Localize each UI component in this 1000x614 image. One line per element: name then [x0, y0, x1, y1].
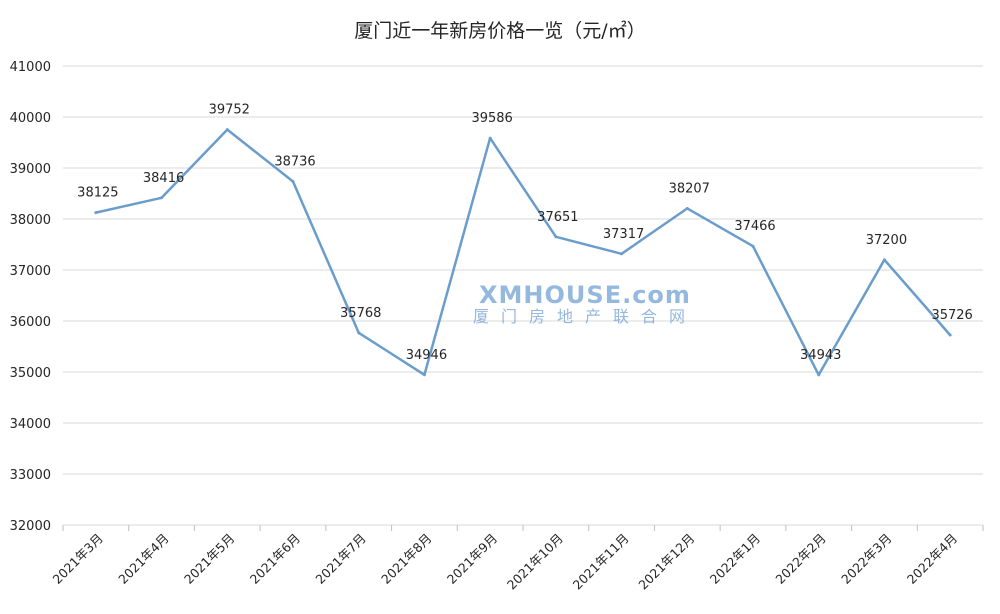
data-point: [554, 235, 558, 239]
y-tick-label: 35000: [10, 366, 51, 381]
data-labels: 38125 38416 39752 38736 35768 34946 39586 37651…: [77, 103, 973, 363]
y-tick-label: 34000: [10, 417, 51, 432]
x-tick-label: 2021年9月: [444, 531, 500, 587]
grid-lines: [63, 65, 983, 526]
data-point: [948, 333, 952, 337]
data-label: 37466: [734, 219, 775, 234]
y-tick-label: 41000: [10, 60, 51, 75]
data-point: [685, 206, 689, 210]
chart-title: 厦门近一年新房价格一览（元/㎡）: [354, 19, 645, 42]
data-point: [422, 373, 426, 377]
data-point: [357, 331, 361, 335]
x-tick-label: 2022年3月: [838, 531, 894, 587]
data-label: 38125: [77, 186, 118, 201]
data-point: [488, 136, 492, 140]
data-label: 34943: [800, 348, 841, 363]
data-point: [225, 128, 229, 132]
data-point: [160, 196, 164, 200]
x-tick-label: 2022年1月: [707, 531, 763, 587]
y-tick-label: 40000: [10, 111, 51, 126]
x-tick-label: 2021年10月: [504, 531, 566, 593]
data-point: [882, 258, 886, 262]
x-tick-label: 2021年12月: [635, 531, 697, 593]
y-tick-label: 37000: [10, 264, 51, 279]
y-tick-label: 38000: [10, 213, 51, 228]
x-tick-label: 2021年4月: [115, 531, 171, 587]
data-label: 39752: [209, 103, 250, 118]
data-label: 37651: [537, 210, 578, 225]
data-label: 34946: [406, 348, 447, 363]
data-label: 39586: [471, 111, 512, 126]
x-tick-label: 2021年5月: [181, 531, 237, 587]
data-point: [751, 244, 755, 248]
data-point: [817, 373, 821, 377]
y-tick-label: 36000: [10, 315, 51, 330]
y-tick-label: 32000: [10, 519, 51, 534]
y-tick-label: 39000: [10, 162, 51, 177]
y-axis-ticks: 32000 33000 34000 35000 36000 37000 38000 39000…: [10, 60, 51, 534]
data-label: 38736: [274, 154, 315, 169]
x-tick-label: 2021年7月: [312, 531, 368, 587]
y-tick-label: 33000: [10, 468, 51, 483]
data-point: [94, 211, 98, 215]
data-label: 38416: [143, 171, 184, 186]
data-label: 35768: [340, 306, 381, 321]
watermark-text: XMHOUSE.com: [479, 281, 691, 309]
data-label: 37317: [603, 227, 644, 242]
x-axis-ticks: 2021年3月 2021年4月 2021年5月 2021年6月 2021年7月 2021年…: [50, 525, 984, 593]
watermark-logo: XMHOUSE.com 厦门房地产联合网: [473, 281, 697, 326]
x-tick-label: 2021年3月: [50, 531, 106, 587]
data-point: [291, 179, 295, 183]
x-tick-label: 2022年4月: [904, 531, 960, 587]
series-line: [94, 128, 952, 377]
x-tick-label: 2021年8月: [378, 531, 434, 587]
data-label: 38207: [669, 181, 710, 196]
x-tick-label: 2022年2月: [772, 531, 828, 587]
x-tick-label: 2021年6月: [247, 531, 303, 587]
series-layer: [94, 128, 952, 377]
data-point: [620, 252, 624, 256]
data-label: 37200: [866, 233, 907, 248]
x-tick-label: 2021年11月: [570, 531, 632, 593]
data-label: 35726: [931, 308, 972, 323]
watermark-subtext: 厦门房地产联合网: [473, 307, 697, 326]
